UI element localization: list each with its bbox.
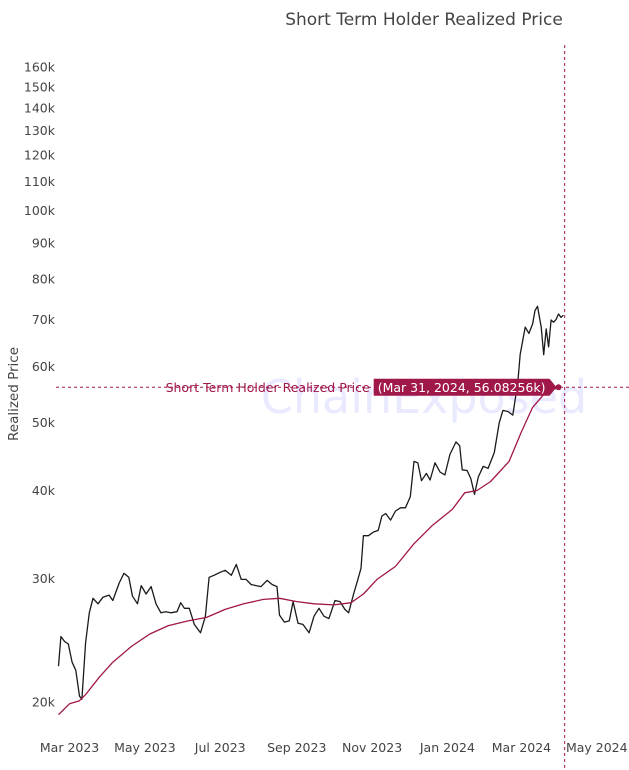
x-tick-labels: Mar 2023 May 2023 Jul 2023 Sep 2023 Nov 2023… — [40, 740, 628, 755]
chart-title: Short Term Holder Realized Price — [285, 10, 563, 30]
sth-realized-price-line — [58, 386, 559, 716]
x-tick-label: Sep 2023 — [267, 740, 326, 755]
y-tick-label: 120k — [24, 147, 56, 162]
x-tick-label: Mar 2024 — [492, 740, 551, 755]
hover-badge-text: (Mar 31, 2024, 56.08256k) — [378, 380, 546, 395]
hover-badge — [373, 378, 557, 396]
y-tick-label: 40k — [32, 483, 56, 498]
plot-area[interactable] — [57, 305, 564, 716]
hover-tooltip: Short Term Holder Realized Price (Mar 31… — [56, 45, 629, 770]
hover-series-label: Short Term Holder Realized Price — [166, 380, 370, 395]
y-tick-label: 90k — [32, 235, 56, 250]
x-tick-label: May 2023 — [114, 740, 176, 755]
y-axis-label: Realized Price — [6, 347, 22, 441]
y-tick-label: 80k — [32, 271, 56, 286]
x-tick-label: Nov 2023 — [342, 740, 402, 755]
y-tick-label: 130k — [24, 123, 56, 138]
y-tick-label: 100k — [24, 203, 56, 218]
y-tick-labels: 20k 30k 40k 50k 60k 70k 80k 90k 100k 110k 120k 130k… — [24, 60, 56, 710]
y-tick-label: 20k — [32, 695, 56, 710]
x-tick-label: Jan 2024 — [419, 740, 475, 755]
x-tick-label: Mar 2023 — [40, 740, 99, 755]
y-tick-label: 50k — [32, 415, 56, 430]
price-line — [57, 305, 564, 700]
y-tick-label: 30k — [32, 571, 56, 586]
y-tick-label: 110k — [24, 174, 56, 189]
y-tick-label: 60k — [32, 359, 56, 374]
x-tick-label: May 2024 — [566, 740, 628, 755]
hover-point — [555, 384, 562, 391]
y-tick-label: 70k — [32, 312, 56, 327]
x-tick-label: Jul 2023 — [194, 740, 246, 755]
y-tick-label: 150k — [24, 79, 56, 94]
watermark: ChainExposed — [261, 370, 588, 424]
y-tick-label: 140k — [24, 100, 56, 115]
y-tick-label: 160k — [24, 60, 56, 75]
